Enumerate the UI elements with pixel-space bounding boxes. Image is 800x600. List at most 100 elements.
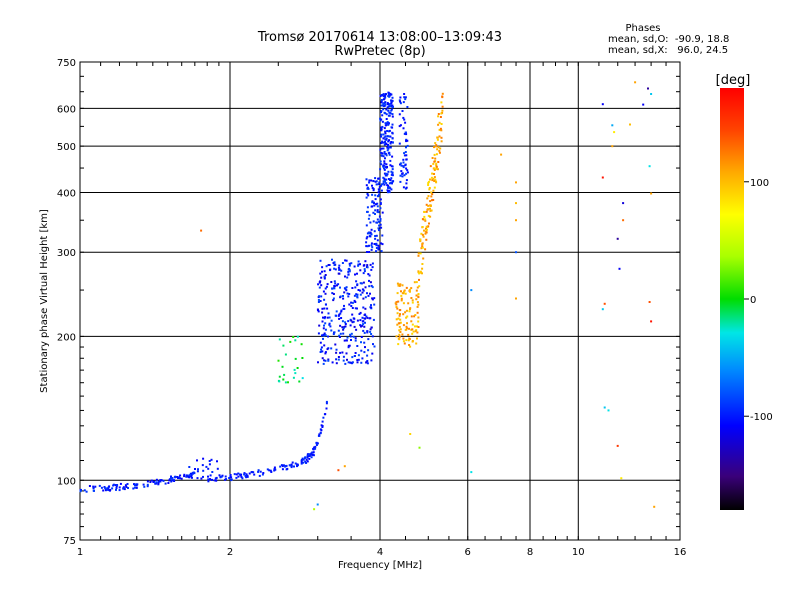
data-point	[230, 476, 233, 479]
data-point	[380, 126, 383, 129]
data-point	[403, 290, 405, 293]
data-point	[377, 244, 380, 247]
data-point	[359, 324, 362, 327]
data-point	[426, 197, 429, 200]
data-point	[207, 478, 210, 481]
data-point	[419, 240, 422, 243]
data-point	[347, 273, 350, 276]
data-point	[310, 453, 312, 456]
data-point	[355, 280, 358, 283]
data-point	[248, 472, 251, 475]
data-point	[319, 259, 322, 262]
data-point	[380, 128, 383, 131]
data-point	[424, 218, 427, 221]
data-point	[173, 479, 175, 482]
data-point	[401, 284, 404, 287]
data-point	[325, 402, 328, 405]
data-point	[356, 293, 359, 296]
data-point	[387, 109, 390, 112]
data-point	[403, 118, 406, 121]
data-point	[134, 484, 136, 487]
data-point	[348, 293, 351, 295]
data-point	[306, 453, 309, 456]
data-point	[405, 146, 407, 149]
data-point	[417, 320, 420, 323]
data-point	[629, 123, 631, 126]
data-point	[364, 307, 367, 310]
data-point	[437, 123, 440, 126]
data-point	[399, 163, 401, 166]
data-point	[372, 189, 375, 192]
data-point	[351, 313, 354, 316]
data-point	[346, 336, 349, 339]
data-point	[279, 465, 282, 468]
data-point	[391, 123, 394, 126]
data-point	[362, 281, 365, 284]
data-point	[647, 87, 649, 90]
data-point	[342, 295, 344, 297]
data-point	[431, 193, 434, 196]
data-point	[318, 295, 321, 298]
data-point	[390, 102, 393, 105]
data-point	[387, 170, 390, 173]
data-point	[422, 235, 425, 238]
data-point	[340, 317, 343, 319]
data-point	[439, 116, 442, 118]
data-point	[357, 264, 360, 267]
data-point	[350, 361, 353, 364]
data-point	[366, 245, 369, 248]
data-point	[317, 309, 319, 312]
data-point	[433, 173, 435, 175]
data-point	[402, 340, 405, 343]
data-point	[216, 460, 218, 463]
data-point	[402, 101, 405, 104]
colorbar	[720, 88, 744, 510]
data-point	[439, 127, 442, 130]
data-point	[362, 297, 365, 300]
data-point	[324, 359, 327, 362]
data-point	[268, 469, 271, 472]
data-point	[327, 264, 330, 266]
data-point	[402, 127, 405, 130]
data-point	[440, 101, 443, 104]
data-point	[323, 332, 326, 335]
data-point	[191, 471, 194, 474]
data-point	[415, 289, 418, 292]
data-point	[431, 199, 433, 202]
data-point	[405, 316, 408, 319]
data-point	[356, 319, 359, 322]
data-point	[378, 193, 380, 196]
data-point	[364, 321, 366, 324]
data-point	[347, 295, 350, 298]
data-point	[382, 108, 385, 111]
data-point	[290, 463, 293, 466]
data-point	[405, 167, 408, 170]
data-point	[390, 99, 393, 102]
data-point	[322, 290, 325, 293]
data-point	[338, 334, 341, 337]
data-point	[335, 310, 338, 313]
data-point	[418, 278, 420, 281]
data-point	[337, 266, 340, 269]
data-point	[385, 178, 388, 181]
data-point	[269, 469, 272, 472]
data-point	[421, 267, 424, 270]
data-point	[368, 244, 370, 247]
data-point	[415, 294, 418, 297]
data-point	[433, 160, 436, 163]
data-point	[317, 298, 320, 301]
data-point	[380, 135, 383, 138]
data-point	[390, 165, 393, 168]
data-point	[233, 473, 236, 476]
data-point	[384, 122, 387, 125]
data-point	[373, 297, 376, 300]
data-point	[350, 305, 353, 307]
data-point	[208, 460, 211, 462]
data-point	[383, 183, 386, 186]
data-point	[150, 479, 153, 482]
data-point	[344, 362, 347, 365]
data-point	[270, 471, 273, 473]
data-point	[354, 286, 357, 289]
data-point	[292, 376, 295, 379]
data-point	[411, 328, 414, 331]
